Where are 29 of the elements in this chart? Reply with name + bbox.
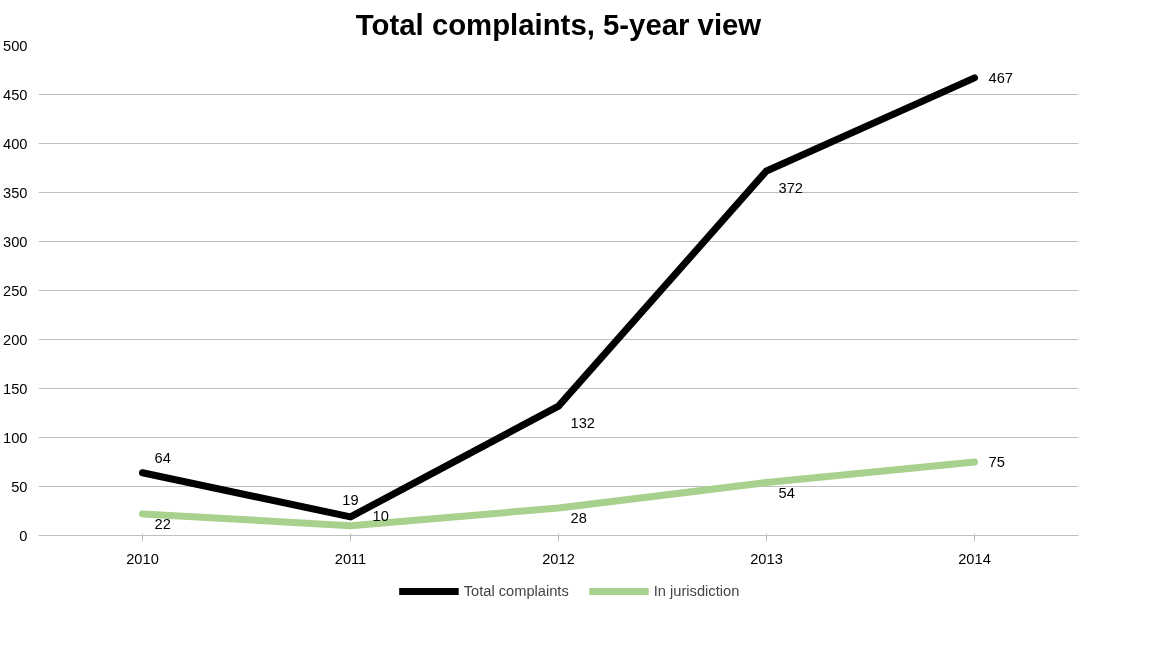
data-label: 54 xyxy=(778,484,795,501)
data-label: 10 xyxy=(372,507,389,524)
y-tick-label: 0 xyxy=(19,527,28,544)
x-tick-label: 2014 xyxy=(958,550,991,567)
y-tick-label: 450 xyxy=(3,86,28,103)
y-tick-label: 200 xyxy=(3,331,28,348)
data-label: 467 xyxy=(988,69,1013,86)
data-label: 132 xyxy=(570,415,595,432)
y-tick-label: 250 xyxy=(3,282,28,299)
y-tick-label: 50 xyxy=(11,478,28,495)
chart-title: Total complaints, 5-year view xyxy=(355,7,762,41)
data-label: 28 xyxy=(570,510,587,527)
y-tick-label: 350 xyxy=(3,184,28,201)
data-label: 64 xyxy=(154,449,171,466)
data-label: 22 xyxy=(154,515,171,532)
data-label: 75 xyxy=(988,454,1005,470)
y-tick-label: 300 xyxy=(3,233,28,250)
x-tick-label: 2013 xyxy=(750,550,783,567)
x-tick-label: 2010 xyxy=(126,550,159,567)
y-tick-label: 500 xyxy=(3,37,28,54)
data-label: 372 xyxy=(778,179,803,196)
legend-label: Total complaints xyxy=(463,583,569,599)
y-tick-label: 400 xyxy=(3,135,28,152)
x-tick-label: 2011 xyxy=(334,550,367,567)
x-tick-label: 2012 xyxy=(542,550,575,567)
data-label: 19 xyxy=(342,491,359,508)
y-tick-label: 100 xyxy=(3,429,28,446)
legend-label: In jurisdiction xyxy=(653,583,740,599)
y-tick-label: 150 xyxy=(3,380,28,397)
